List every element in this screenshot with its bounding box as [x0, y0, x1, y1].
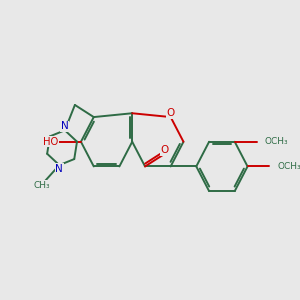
Text: N: N: [56, 164, 63, 174]
Text: CH₃: CH₃: [33, 181, 50, 190]
Text: O: O: [160, 145, 169, 155]
Text: O: O: [167, 108, 175, 118]
Text: OCH₃: OCH₃: [265, 137, 288, 146]
Text: N: N: [61, 122, 69, 131]
Text: HO: HO: [43, 137, 58, 147]
Text: OCH₃: OCH₃: [278, 162, 300, 171]
